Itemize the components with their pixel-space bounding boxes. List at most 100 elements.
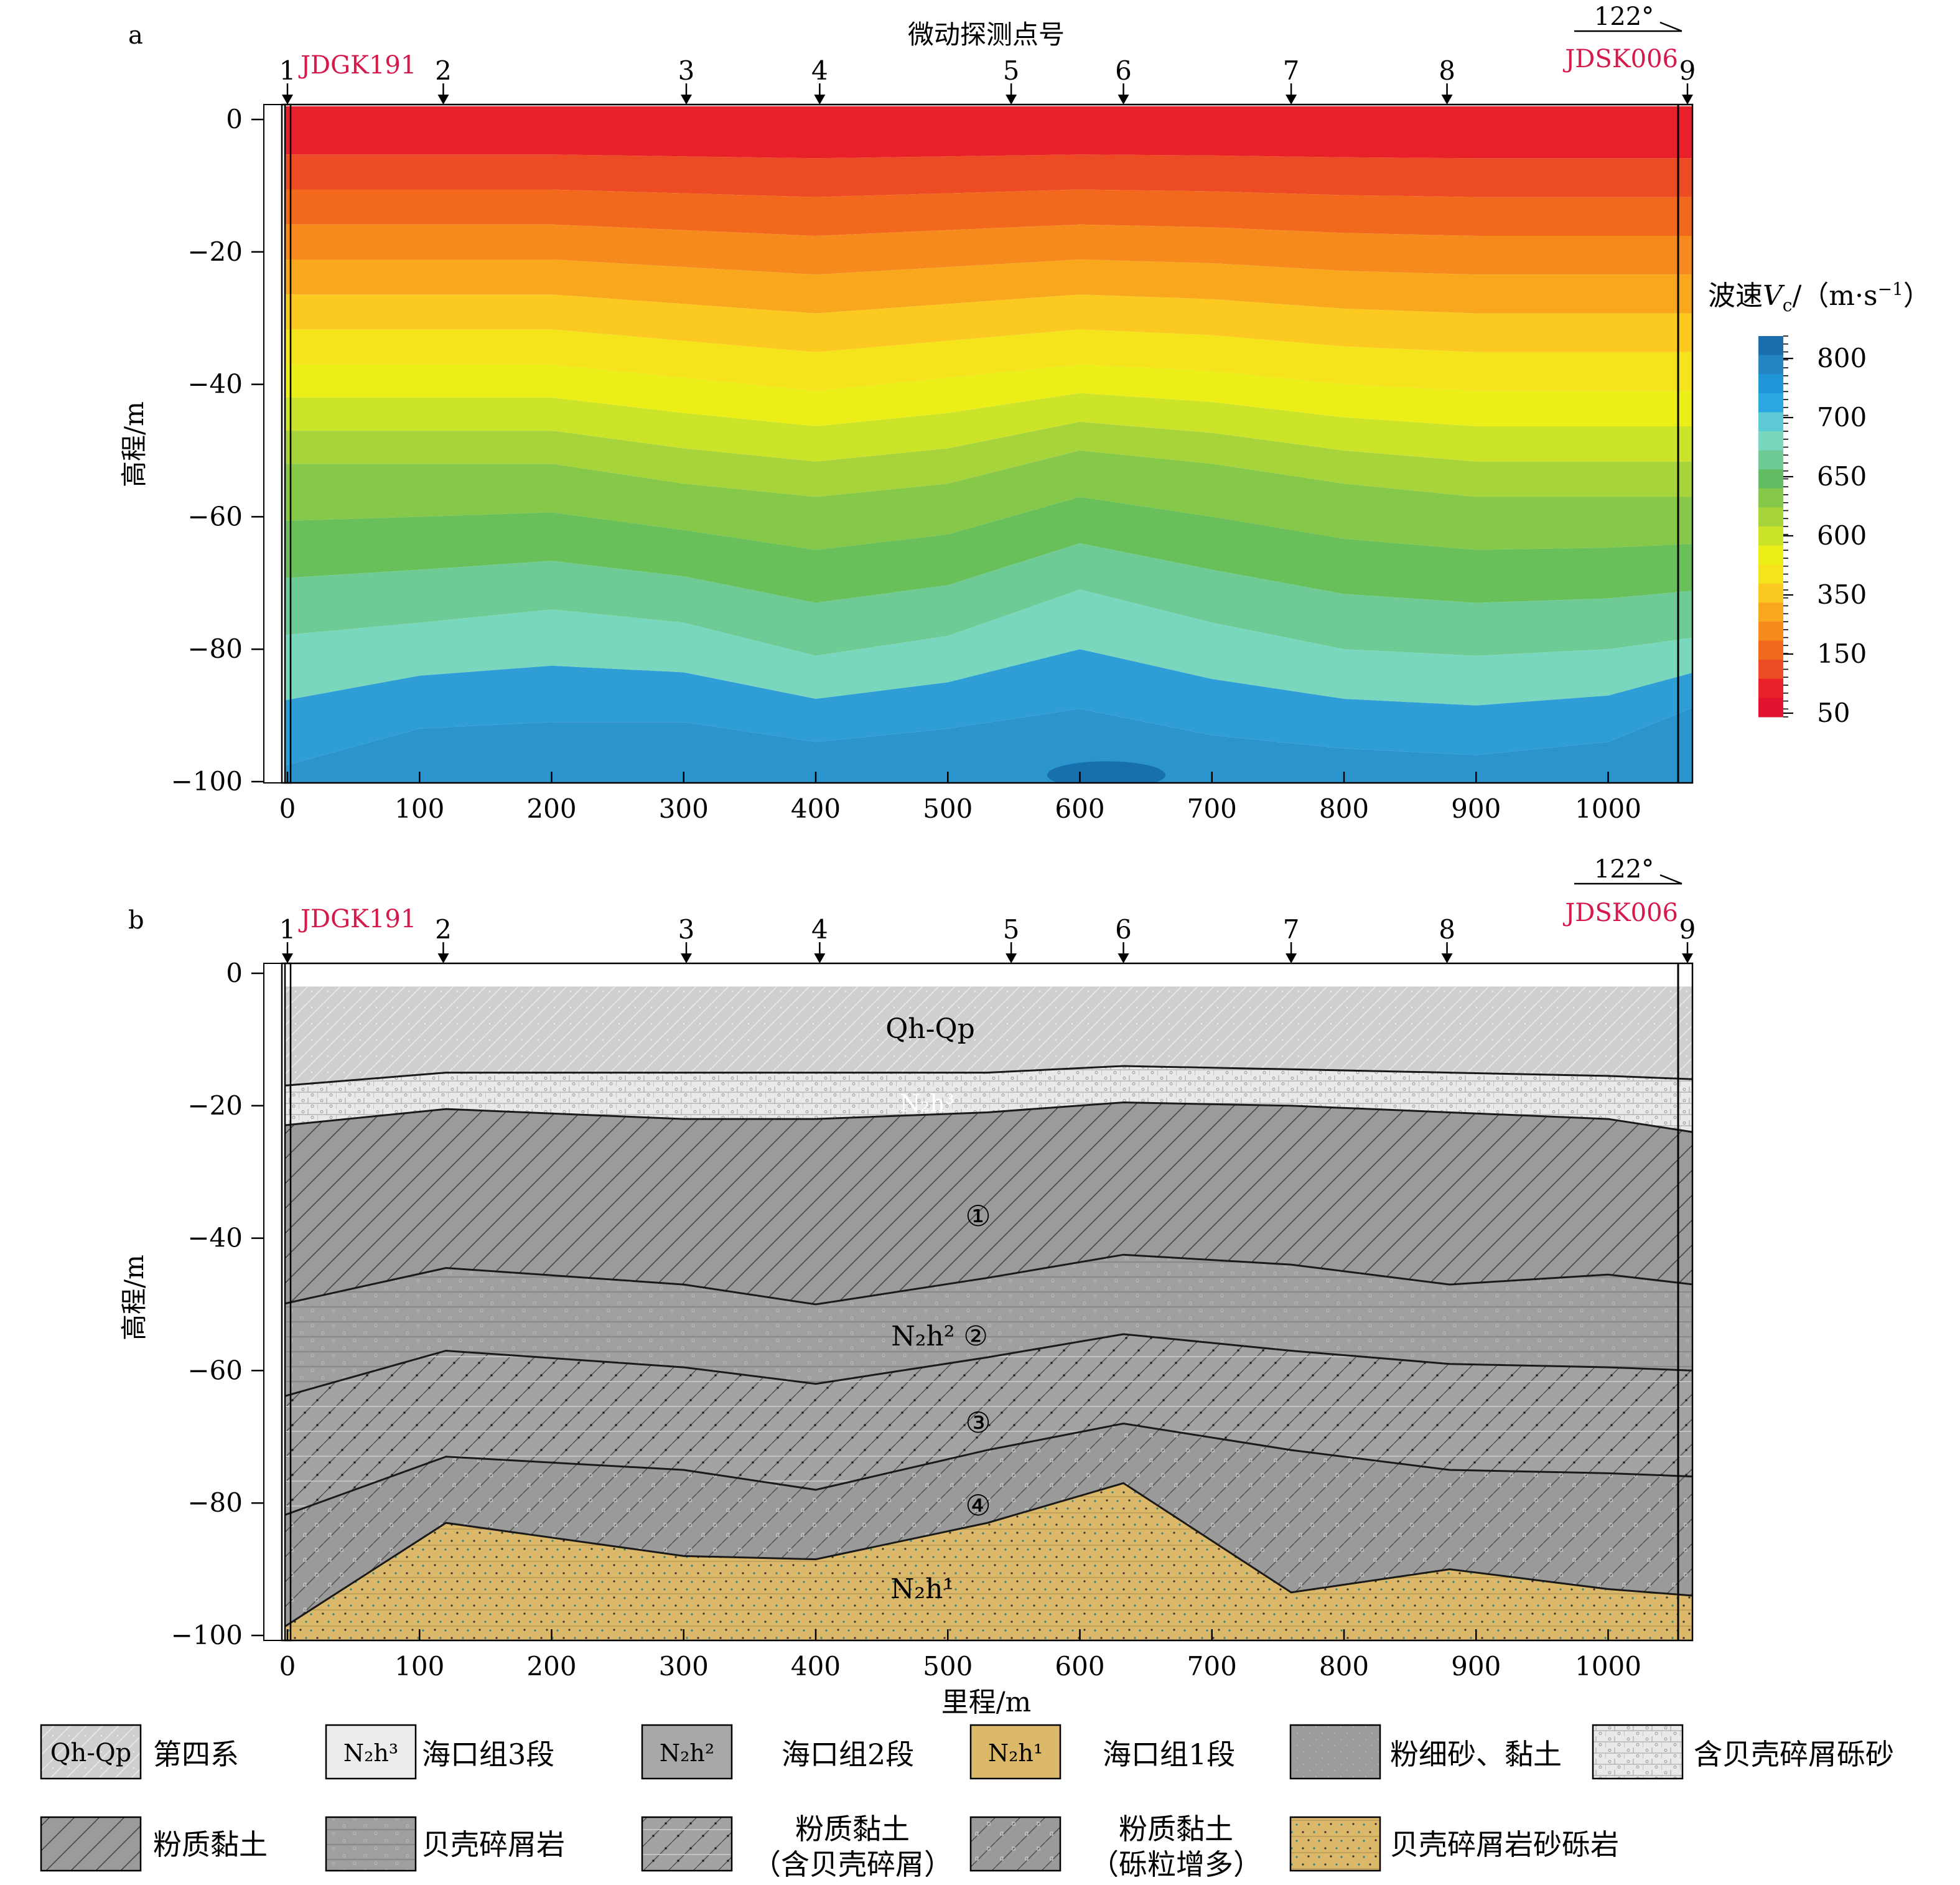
colorbar-block-14: [1758, 602, 1783, 622]
x-tick-label: 700: [1187, 1651, 1237, 1682]
x-tick-label: 500: [923, 1651, 973, 1682]
velocity-band-1: [285, 154, 1692, 197]
velocity-band-11: [285, 497, 1692, 603]
legend-item-shell-sandstone-conglomerate: 贝壳碎屑岩砂砾岩: [1289, 1816, 1619, 1872]
panel-a-frame: [284, 103, 1694, 784]
legend-item-shell-gravel-sand: 含贝壳碎屑砾砂: [1592, 1724, 1894, 1780]
panel-b-xlabel: 里程/m: [941, 1686, 1032, 1718]
panel-a: a 微动探测点号 高程/m 0 −20 −40 −60 −80 −100 0 100 200 30…: [119, 2, 1931, 824]
velocity-band-8: [285, 393, 1692, 462]
y-tick-label: −60: [187, 1355, 243, 1385]
legend-item-silty-clay-gravel: 粉质黏土 （砾粒增多）: [969, 1812, 1262, 1881]
svg-text:（砾粒增多）: （砾粒增多）: [1090, 1848, 1262, 1881]
x-tick-label: 700: [1187, 793, 1237, 824]
station-marker: [680, 953, 692, 963]
colorbar-block-12: [1758, 564, 1783, 584]
velocity-band-12: [285, 543, 1692, 656]
colorbar-block-6: [1758, 450, 1783, 470]
legend-item-haikou-2: N₂h² 海口组2段: [641, 1724, 914, 1780]
legend-item-silty-clay: 粉质黏土: [40, 1816, 268, 1872]
legend: Qh-Qp 第四系 N₂h³ 海口组3段 N₂h² 海口组2段 N₂h¹ 海口组…: [40, 1724, 1894, 1881]
direction-arrow-head: [1659, 21, 1682, 32]
contact-base_unit3: [285, 1422, 1692, 1516]
station-label: 6: [1115, 914, 1132, 945]
colorbar-block-19: [1758, 698, 1783, 718]
station-marker: [1006, 95, 1017, 105]
borehole-right-label: JDSK006: [1562, 45, 1678, 73]
y-tick-label: −40: [187, 369, 243, 400]
x-tick-label: 300: [659, 793, 709, 824]
panel-b-label: b: [128, 906, 144, 935]
y-tick-label: 0: [226, 958, 243, 988]
x-tick-label: 500: [923, 793, 973, 824]
layer-n2h3: [285, 1065, 1692, 1133]
x-tick-label: 100: [394, 1651, 444, 1682]
velocity-high-zone: [1047, 761, 1165, 783]
y-tick-label: −80: [187, 634, 243, 664]
panel-a-label: a: [128, 21, 143, 50]
station-marker: [437, 953, 449, 963]
colorbar-block-7: [1758, 469, 1783, 489]
velocity-band-10: [285, 451, 1692, 550]
unit-label-n2h3: N₂h³: [900, 1090, 954, 1117]
colorbar-tick-label: 150: [1817, 638, 1867, 669]
velocity-band-4: [285, 260, 1692, 314]
colorbar-tick-label: 700: [1817, 402, 1867, 433]
panel-b-frame: [284, 962, 1694, 1642]
x-tick-label: 200: [526, 793, 576, 824]
velocity-band-14: [285, 649, 1692, 766]
layer-unit-3: [285, 1334, 1692, 1515]
colorbar-block-4: [1758, 412, 1783, 432]
svg-text:海口组3段: 海口组3段: [422, 1738, 554, 1771]
station-marker: [1286, 953, 1297, 963]
station-label: 8: [1439, 55, 1455, 86]
station-label: 5: [1003, 55, 1020, 86]
y-tick-label: −40: [187, 1223, 243, 1253]
y-tick-label: −80: [187, 1487, 243, 1518]
colorbar: 波速Vc/（m·s−1） 800 700 650 600 350 150 50: [1708, 279, 1931, 728]
panel-b-ylabel: 高程/m: [119, 1255, 149, 1340]
colorbar-tick-label: 600: [1817, 520, 1867, 551]
unit-label-qh-qp: Qh-Qp: [885, 1013, 975, 1045]
colorbar-block-11: [1758, 545, 1783, 565]
x-tick-label: 0: [279, 1651, 296, 1682]
velocity-band-0: [285, 106, 1692, 159]
x-tick-label: 300: [659, 1651, 709, 1682]
borehole-right-label-b: JDSK006: [1562, 899, 1678, 927]
unit-label-4: ④: [965, 1489, 991, 1522]
station-label: 8: [1439, 914, 1455, 945]
direction-label-b: 122°: [1594, 855, 1654, 884]
unit-label-1: ①: [965, 1199, 991, 1233]
x-tick-label: 400: [791, 793, 841, 824]
station-label: 3: [678, 914, 695, 945]
borehole-left-label: JDGK191: [298, 51, 416, 80]
contact-base_N2h3: [285, 1101, 1692, 1133]
x-tick-label: 600: [1055, 1651, 1104, 1682]
station-marker: [1006, 953, 1017, 963]
station-marker: [437, 95, 449, 105]
layer-unit-4: [285, 1423, 1692, 1627]
unit-label-n2h1: N₂h¹: [890, 1573, 954, 1605]
svg-text:粉细砂、黏土: 粉细砂、黏土: [1390, 1738, 1562, 1771]
velocity-band-3: [285, 224, 1692, 275]
colorbar-block-18: [1758, 678, 1783, 698]
station-label: 7: [1283, 55, 1300, 86]
station-label: 6: [1115, 55, 1132, 86]
legend-item-fine-sand-clay: 粉细砂、黏土: [1289, 1724, 1562, 1780]
svg-text:贝壳碎屑岩砂砾岩: 贝壳碎屑岩砂砾岩: [1390, 1828, 1619, 1861]
colorbar-block-13: [1758, 583, 1783, 603]
station-marker: [814, 953, 826, 963]
contact-base_unit1: [285, 1253, 1692, 1306]
colorbar-block-10: [1758, 526, 1783, 546]
contact-base_unit2: [285, 1333, 1692, 1397]
station-marker: [680, 95, 692, 105]
station-label: 2: [435, 914, 452, 945]
layer-qh-qp: [285, 986, 1692, 1086]
velocity-field: [285, 106, 1692, 783]
y-tick-label: −20: [187, 236, 243, 267]
svg-text:含贝壳碎屑砾砂: 含贝壳碎屑砾砂: [1694, 1738, 1894, 1771]
svg-text:Qh-Qp: Qh-Qp: [50, 1739, 131, 1767]
velocity-band-6: [285, 329, 1692, 391]
svg-text:粉质黏土: 粉质黏土: [1119, 1812, 1233, 1846]
